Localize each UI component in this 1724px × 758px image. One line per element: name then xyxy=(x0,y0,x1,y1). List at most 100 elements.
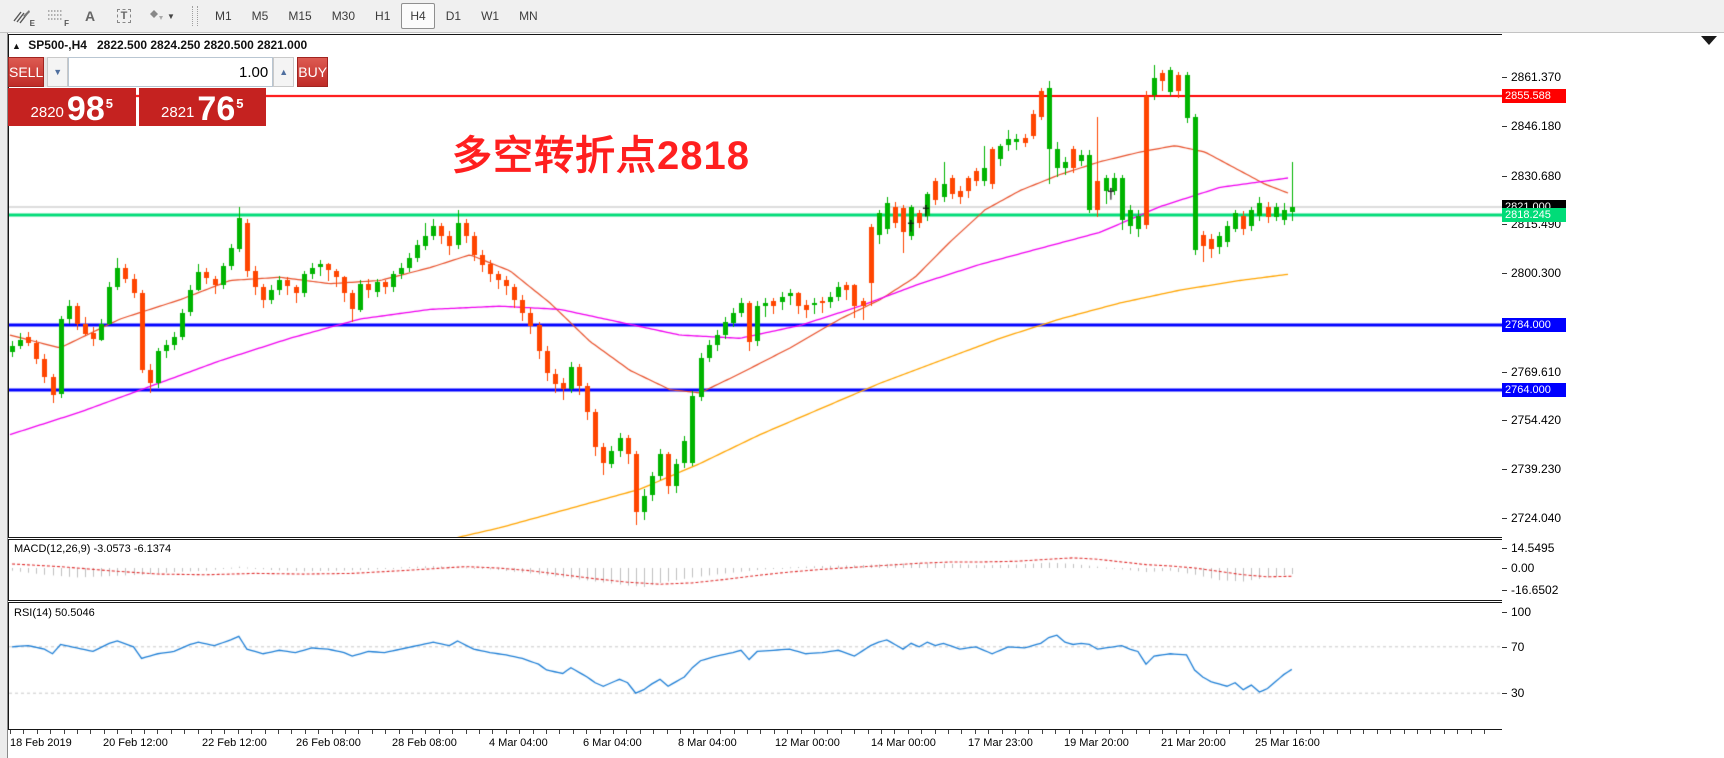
text-a-icon: A xyxy=(84,8,96,24)
time-axis-label: 14 Mar 00:00 xyxy=(871,737,936,749)
time-tick-mark xyxy=(586,730,588,734)
time-tick-mark xyxy=(974,730,976,734)
fibonacci-grid-icon xyxy=(47,8,65,24)
time-tick-mark xyxy=(425,730,427,734)
time-tick-mark xyxy=(224,730,226,734)
time-tick-mark xyxy=(787,730,789,734)
time-tick-mark xyxy=(706,730,708,734)
time-tick-mark xyxy=(1028,730,1030,734)
tab-timeframe-w1[interactable]: W1 xyxy=(481,9,500,23)
time-tick-mark xyxy=(452,730,454,734)
price-axis[interactable]: 2861.370 2846.180 2830.680 2815.490 2800.300… xyxy=(1502,34,1724,758)
sell-price-big: 98 xyxy=(66,90,105,128)
time-tick-mark xyxy=(1202,730,1204,734)
time-axis-label: 12 Mar 00:00 xyxy=(775,737,840,749)
text-label-icon: T xyxy=(116,9,132,23)
time-tick-mark xyxy=(1055,730,1057,734)
time-tick-mark xyxy=(961,730,963,734)
axis-tick-mark xyxy=(1502,590,1507,592)
time-tick-mark xyxy=(184,730,186,734)
tab-timeframe-m1[interactable]: M1 xyxy=(215,9,232,23)
time-tick-mark xyxy=(170,730,172,734)
time-axis-label: 21 Mar 20:00 xyxy=(1161,737,1226,749)
axis-tick-mark xyxy=(1502,273,1507,275)
time-tick-mark xyxy=(572,730,574,734)
window-left-border xyxy=(0,33,8,758)
time-tick-mark xyxy=(1242,730,1244,734)
price-tag: 2784.000 xyxy=(1502,318,1566,333)
axis-tick-mark xyxy=(1502,125,1507,127)
tab-timeframe-d1[interactable]: D1 xyxy=(445,9,462,23)
time-tick-mark xyxy=(881,730,882,734)
text-tool-button[interactable]: A xyxy=(74,3,106,29)
time-tick-mark xyxy=(23,730,25,734)
volume-increase-button[interactable]: ▲ xyxy=(273,57,295,87)
time-tick-mark xyxy=(854,730,856,734)
price-axis-label: 2800.300 xyxy=(1511,266,1562,281)
buy-price-panel[interactable]: 2821 76 5 xyxy=(138,88,266,126)
macd-canvas[interactable] xyxy=(9,540,1502,600)
shapes-dropdown-button[interactable]: ▼ xyxy=(142,3,182,29)
time-tick-mark xyxy=(1189,730,1191,734)
axis-tick-mark xyxy=(1502,517,1507,519)
fibonacci-tool-button[interactable]: F xyxy=(40,3,72,29)
time-tick-mark xyxy=(10,730,11,734)
collapse-arrow-icon[interactable]: ▲ xyxy=(12,41,21,51)
time-axis-label: 22 Feb 12:00 xyxy=(202,737,267,749)
time-tick-mark xyxy=(211,730,212,734)
tab-timeframe-mn[interactable]: MN xyxy=(519,9,538,23)
scroll-to-end-icon[interactable] xyxy=(1701,36,1717,45)
tab-timeframe-h1[interactable]: H1 xyxy=(375,9,391,23)
top-toolbar: E F A T ▼ M1 M5 M15 M30 H1 H4 D1 W1 MN xyxy=(0,0,1724,33)
time-tick-mark xyxy=(1296,730,1298,734)
time-tick-mark xyxy=(465,730,467,734)
time-tick-mark xyxy=(385,730,387,734)
time-tick-mark xyxy=(1175,730,1177,734)
time-axis-label: 17 Mar 23:00 xyxy=(968,737,1033,749)
sell-price-sup: 5 xyxy=(105,96,113,111)
sell-price-panel[interactable]: 2820 98 5 xyxy=(8,88,136,126)
time-tick-mark xyxy=(666,730,668,734)
time-tick-mark xyxy=(1323,730,1325,734)
price-tag: 2818.245 xyxy=(1502,208,1566,223)
rsi-canvas[interactable] xyxy=(9,603,1502,729)
tab-timeframe-h4[interactable]: H4 xyxy=(401,3,435,29)
time-tick-mark xyxy=(130,730,132,734)
text-label-tool-button[interactable]: T xyxy=(108,3,140,29)
time-tick-mark xyxy=(251,730,253,734)
time-tick-mark xyxy=(479,730,480,734)
chart-annotation-text: 多空转折点2818 xyxy=(452,134,750,178)
volume-input[interactable] xyxy=(68,57,274,87)
expert-line-tool-button[interactable]: E xyxy=(6,3,38,29)
tab-timeframe-m15[interactable]: M15 xyxy=(288,9,312,23)
volume-decrease-button[interactable]: ▼ xyxy=(47,57,69,87)
price-axis-label: 2830.680 xyxy=(1511,168,1562,183)
time-tick-mark xyxy=(144,730,145,734)
time-tick-mark xyxy=(1336,730,1338,734)
macd-label: MACD(12,26,9) -3.0573 -6.1374 xyxy=(14,543,172,555)
time-axis[interactable]: 18 Feb 2019 20 Feb 12:00 22 Feb 12:00 26 Fe… xyxy=(8,730,1502,758)
time-tick-mark xyxy=(50,730,52,734)
axis-tick-mark xyxy=(1502,371,1507,373)
sell-button[interactable]: SELL xyxy=(8,57,45,87)
price-tag: 2764.000 xyxy=(1502,382,1566,397)
toolbar-grip xyxy=(192,6,198,26)
time-tick-mark xyxy=(693,730,695,734)
tool-sub-label: F xyxy=(64,19,69,28)
tab-timeframe-m30[interactable]: M30 xyxy=(331,9,356,23)
time-tick-mark xyxy=(1229,730,1231,734)
time-tick-mark xyxy=(1068,730,1070,734)
price-axis-label: 2724.040 xyxy=(1511,510,1562,525)
tool-sub-label: E xyxy=(29,19,35,28)
tab-timeframe-m5[interactable]: M5 xyxy=(251,9,269,23)
time-tick-mark xyxy=(720,730,722,734)
time-tick-mark xyxy=(1443,730,1445,734)
time-tick-mark xyxy=(894,730,896,734)
time-axis-label: 4 Mar 04:00 xyxy=(489,737,548,749)
buy-button[interactable]: BUY xyxy=(297,57,329,87)
time-tick-mark xyxy=(237,730,239,734)
time-tick-mark xyxy=(934,730,936,734)
symbol-label: SP500-,H4 xyxy=(28,38,87,52)
axis-tick-mark xyxy=(1502,77,1507,78)
time-tick-mark xyxy=(492,730,494,734)
